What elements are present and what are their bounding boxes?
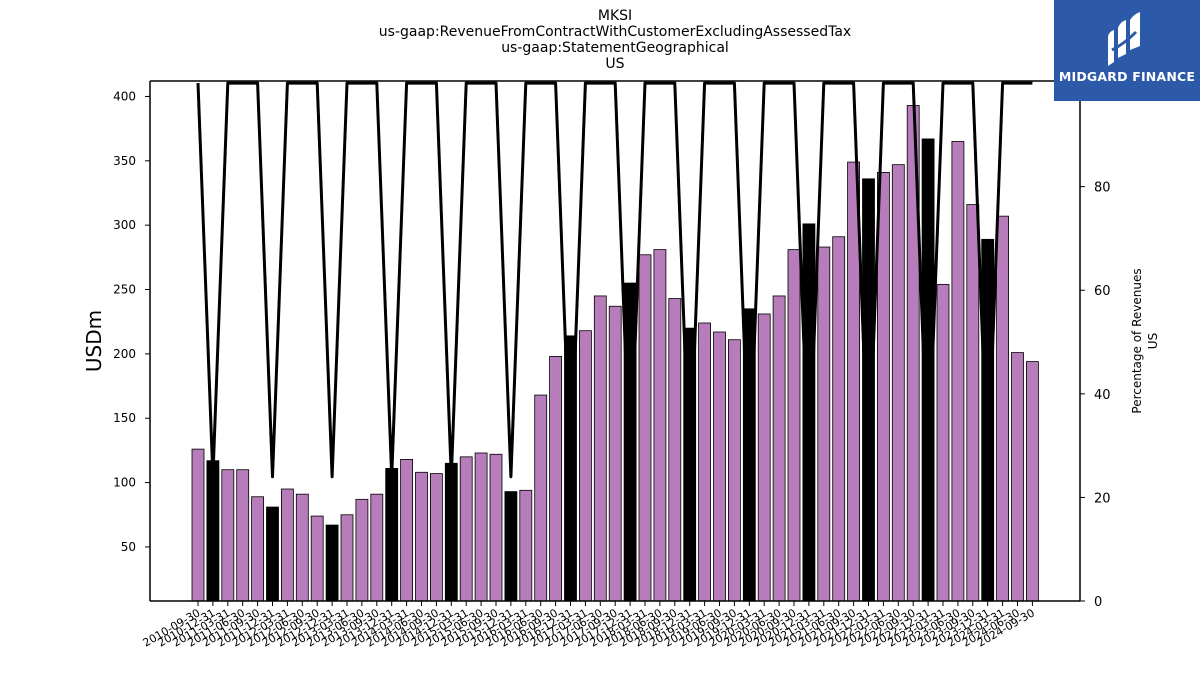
y-tick-label-right: 0 [1094, 595, 1102, 610]
y-tick-label-left: 50 [121, 540, 136, 554]
chart-title-member: US [605, 56, 625, 72]
y-axis-label-left: USDm [82, 310, 106, 372]
y-axis-label-right-line2: US [1146, 333, 1160, 349]
bar [385, 468, 399, 602]
bar [966, 204, 980, 602]
y-tick-label-right: 20 [1094, 491, 1111, 506]
bar [653, 249, 667, 602]
bar [832, 236, 846, 602]
bar [713, 331, 726, 602]
bar [444, 462, 458, 602]
y-tick-label-left: 400 [113, 89, 136, 103]
bar [877, 171, 890, 602]
bar [415, 471, 428, 602]
bar [772, 295, 786, 602]
bar [817, 246, 831, 602]
bar [266, 506, 279, 602]
bar [295, 493, 309, 602]
bar [593, 295, 607, 602]
y-tick-label-left: 100 [113, 476, 136, 490]
bar [936, 283, 950, 602]
bar [206, 460, 220, 602]
y-tick-label-left: 350 [113, 154, 136, 168]
y-axis-label-right-line1: Percentage of Revenues [1130, 268, 1144, 413]
brand-name: MIDGARD FINANCE [1058, 69, 1196, 84]
bar [251, 496, 265, 602]
bar [370, 493, 384, 602]
bar [698, 322, 711, 602]
bar [489, 453, 503, 602]
bar [519, 489, 533, 602]
chart-title-ticker: MKSI [597, 8, 633, 24]
bar [191, 448, 205, 602]
bar [579, 330, 592, 602]
bar [981, 238, 995, 602]
y-tick-label-right: 80 [1094, 181, 1111, 196]
bar [1026, 361, 1039, 602]
bar [325, 524, 339, 602]
y-tick-label-left: 200 [113, 347, 136, 361]
bar [549, 356, 562, 602]
bar [728, 339, 741, 602]
bar [400, 459, 414, 602]
y-tick-label-left: 150 [113, 411, 136, 425]
chart-title-concept: us-gaap:RevenueFromContractWithCustomerE… [378, 24, 852, 40]
bar [802, 223, 816, 602]
bar [891, 164, 905, 602]
bar [668, 298, 682, 602]
bar [534, 394, 548, 602]
percentage-line [196, 81, 1033, 479]
bar [504, 491, 518, 602]
y-tick-label-right: 60 [1094, 284, 1111, 299]
bar [280, 488, 294, 602]
brand-logo: MIDGARD FINANCE [1054, 0, 1200, 101]
y-tick-label-left: 300 [113, 218, 136, 232]
bar [608, 305, 622, 602]
bar [236, 469, 250, 602]
bar [221, 469, 235, 602]
bar [996, 215, 1009, 602]
bar [355, 498, 369, 602]
bar [1011, 352, 1024, 602]
bar [787, 249, 801, 602]
bar [340, 514, 354, 602]
y-tick-label-left: 250 [113, 283, 136, 297]
midgard-logo-icon [1108, 12, 1140, 66]
chart-title-axis: us-gaap:StatementGeographical [501, 40, 729, 56]
bar [951, 141, 965, 602]
bar [429, 473, 443, 602]
bar [459, 456, 473, 602]
bar [638, 254, 652, 602]
bar [474, 452, 488, 602]
bar [757, 313, 771, 602]
bar [310, 515, 324, 602]
y-tick-label-right: 40 [1094, 388, 1111, 403]
